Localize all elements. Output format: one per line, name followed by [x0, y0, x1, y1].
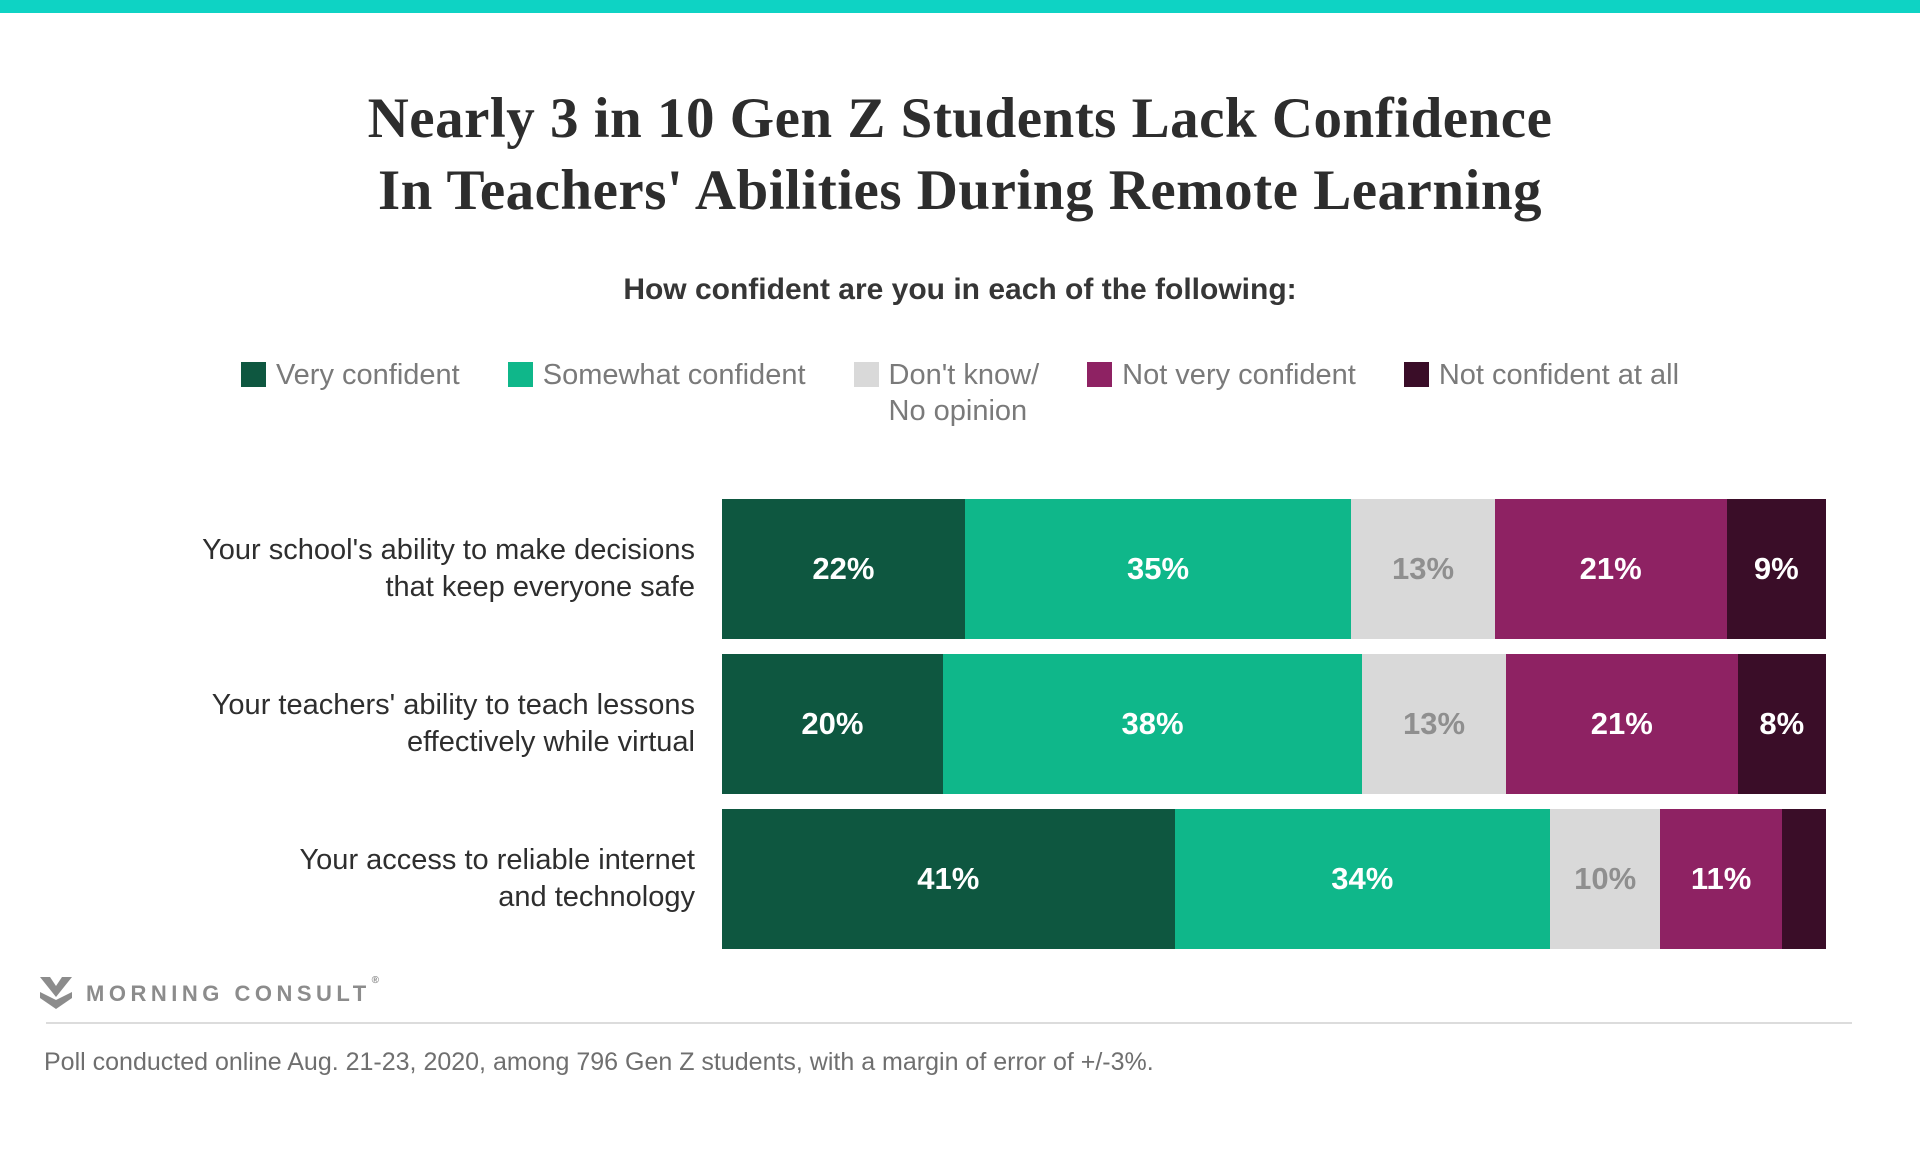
segment-value-label: 34%: [1331, 861, 1394, 897]
segment-value-label: 21%: [1590, 706, 1653, 742]
segment-value-label: 11%: [1690, 861, 1752, 897]
category-label: Your teachers' ability to teach lessons …: [211, 689, 695, 759]
legend-item: Very confident: [240, 357, 460, 393]
morning-consult-logo-icon: [40, 977, 72, 1010]
legend-item: Don't know/ No opinion: [853, 357, 1040, 430]
chart-row: Your access to reliable internet and tec…: [0, 809, 1920, 950]
top-accent-bar: [0, 0, 1920, 13]
segment-value-label: 9%: [1753, 551, 1799, 587]
morning-consult-logo-text: MORNING CONSULT®: [86, 975, 383, 1007]
segment-value-label: 35%: [1127, 551, 1190, 587]
footer-divider: [46, 1022, 1852, 1025]
chart-row: Your school's ability to make decisions …: [0, 499, 1920, 640]
legend-item: Not confident at all: [1403, 357, 1680, 393]
segment-value-label: 38%: [1121, 706, 1184, 742]
registered-trademark: ®: [371, 974, 384, 986]
bar-segment: 22%: [722, 499, 965, 640]
legend-label: Very confident: [275, 358, 460, 391]
stacked-bar: 41% 34% 10% 11%: [722, 809, 1826, 950]
bar-segment: 21%: [1494, 499, 1727, 640]
legend-swatch-icon: [507, 361, 533, 387]
segment-value-label: 41%: [917, 861, 980, 897]
bar-segment: 11%: [1660, 809, 1782, 950]
legend-label: Don't know/ No opinion: [888, 358, 1040, 427]
legend-item: Not very confident: [1087, 357, 1356, 393]
chart-row: Your teachers' ability to teach lessons …: [0, 654, 1920, 795]
segment-value-label: 21%: [1579, 551, 1642, 587]
bar-segment: 21%: [1505, 654, 1738, 795]
legend-swatch-icon: [853, 361, 879, 387]
bar-segment: 13%: [1362, 654, 1506, 795]
stacked-bar: 20% 38% 13% 21% 8%: [722, 654, 1826, 795]
legend-label: Somewhat confident: [542, 358, 806, 391]
bar-segment: 38%: [942, 654, 1363, 795]
logo-wordmark: MORNING CONSULT: [86, 980, 371, 1006]
legend-label: Not very confident: [1122, 358, 1356, 391]
stacked-bar: 22% 35% 13% 21% 9%: [722, 499, 1826, 640]
page-title-line-1: Nearly 3 in 10 Gen Z Students Lack Confi…: [367, 87, 1553, 150]
branding: MORNING CONSULT®: [38, 975, 1920, 1010]
segment-value-label: 13%: [1403, 706, 1466, 742]
bar-segment: [1781, 809, 1826, 950]
legend-label: Not confident at all: [1438, 358, 1680, 391]
segment-value-label: 20%: [801, 706, 864, 742]
methodology-footnote: Poll conducted online Aug. 21-23, 2020, …: [44, 1048, 1154, 1077]
category-label: Your access to reliable internet and tec…: [299, 844, 696, 914]
bar-segment: 20%: [722, 654, 943, 795]
bar-segment: 13%: [1351, 499, 1495, 640]
bar-segment: 41%: [722, 809, 1175, 950]
legend-swatch-icon: [1403, 361, 1429, 387]
bar-segment: 8%: [1737, 654, 1826, 795]
page-title-line-2: In Teachers' Abilities During Remote Lea…: [377, 158, 1543, 222]
page-title: Nearly 3 in 10 Gen Z Students Lack Confi…: [0, 83, 1920, 227]
segment-value-label: 13%: [1392, 551, 1455, 587]
chart-legend: Very confident Somewhat confident Don't …: [0, 357, 1920, 430]
legend-swatch-icon: [240, 361, 266, 387]
segment-value-label: 10%: [1574, 861, 1637, 897]
category-label: Your school's ability to make decisions …: [202, 534, 695, 604]
chart-question: How confident are you in each of the fol…: [623, 272, 1297, 306]
legend-item: Somewhat confident: [507, 357, 806, 393]
bar-segment: 35%: [964, 499, 1352, 640]
bar-segment: 9%: [1726, 499, 1826, 640]
segment-value-label: 8%: [1759, 706, 1805, 742]
segment-value-label: 22%: [812, 551, 875, 587]
bar-segment: 10%: [1549, 809, 1661, 950]
bar-segment: 34%: [1174, 809, 1550, 950]
stacked-bar-chart: Your school's ability to make decisions …: [0, 499, 1920, 950]
legend-swatch-icon: [1087, 361, 1113, 387]
